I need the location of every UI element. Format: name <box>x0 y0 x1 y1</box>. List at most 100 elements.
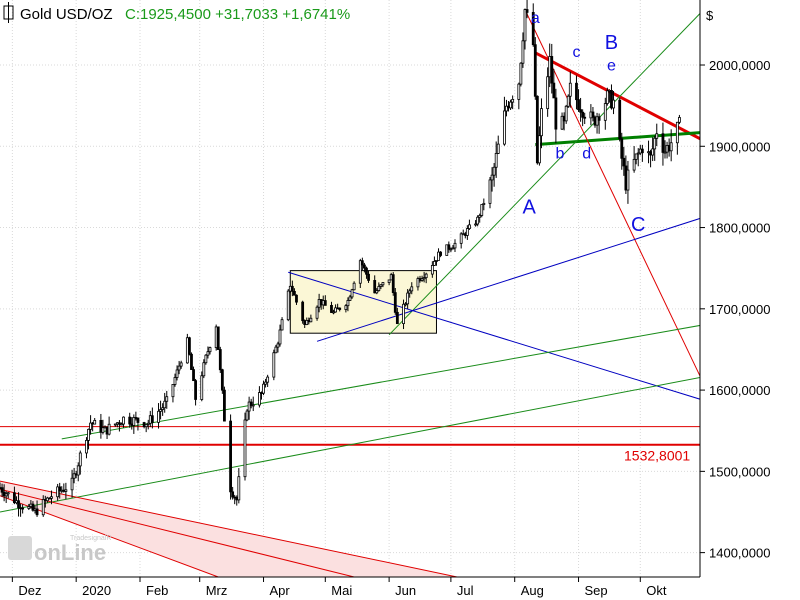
candle <box>93 417 97 425</box>
candle <box>21 504 25 514</box>
candle <box>622 146 626 176</box>
candle <box>223 386 226 422</box>
candle <box>566 94 570 108</box>
candle <box>190 352 193 370</box>
candle <box>546 67 550 117</box>
candle <box>150 407 154 429</box>
trendline-blue-rising <box>316 217 700 342</box>
candle <box>70 469 74 498</box>
candle <box>391 272 395 296</box>
candle <box>274 344 278 354</box>
x-tick-label: Feb <box>146 583 168 598</box>
candle <box>350 288 354 299</box>
candle <box>451 245 455 250</box>
candle <box>280 317 284 331</box>
candle <box>626 160 630 204</box>
candle <box>17 492 20 517</box>
candle <box>237 468 241 504</box>
candle <box>113 423 117 427</box>
candle <box>430 261 434 278</box>
candle <box>525 0 529 19</box>
candle <box>373 275 377 294</box>
candle <box>478 213 482 223</box>
trendline-resistance <box>534 51 700 141</box>
candle <box>0 483 4 497</box>
candle <box>365 266 368 279</box>
candle <box>675 121 679 155</box>
candle <box>575 75 578 110</box>
wave-label: d <box>582 145 591 162</box>
trendline-red-channel-lower <box>0 488 355 577</box>
candle <box>301 300 305 324</box>
candle <box>50 490 53 505</box>
candle <box>480 204 484 218</box>
candle <box>496 135 500 155</box>
candle <box>511 95 515 110</box>
candle <box>146 419 150 430</box>
candle <box>192 366 195 382</box>
candle <box>101 419 105 435</box>
candle <box>661 122 665 166</box>
candle <box>387 279 391 286</box>
candle <box>634 153 638 165</box>
trendline-fan-red <box>524 9 700 378</box>
candle <box>521 32 525 68</box>
candle <box>200 371 204 402</box>
candle <box>72 467 76 484</box>
candle <box>655 123 659 146</box>
candle <box>612 90 615 115</box>
candle <box>229 414 232 500</box>
candle <box>503 96 506 146</box>
candle <box>348 294 352 301</box>
candle <box>663 140 667 159</box>
candle <box>220 368 224 394</box>
quote-text: C:1925,4500 +31,7033 +1,6741% <box>125 6 350 23</box>
candle <box>597 113 601 134</box>
candle <box>264 378 267 388</box>
candle <box>381 282 385 288</box>
trendline-green-long-2 <box>0 376 700 513</box>
candle <box>4 491 8 503</box>
candle <box>445 244 449 256</box>
candle <box>653 135 657 161</box>
candle <box>379 284 383 290</box>
candle <box>669 129 673 162</box>
wave-label: a <box>531 10 540 27</box>
candle <box>459 232 463 249</box>
candle <box>474 220 477 227</box>
candle <box>344 304 348 313</box>
x-tick-label: Dez <box>18 583 41 598</box>
candle <box>406 289 410 309</box>
candle <box>13 486 16 505</box>
x-tick-label: Okt <box>646 583 667 598</box>
x-tick-label: Apr <box>270 583 291 598</box>
wave-labels: a Bc e b d A C <box>522 10 645 236</box>
x-axis-ticks: Dez 2020 Feb Mrz Apr Mai Jun Jul Aug Sep Okt <box>11 577 667 598</box>
y-tick-label: 1400,0000 <box>709 546 770 561</box>
candle <box>266 374 270 387</box>
candle <box>31 501 35 512</box>
trendline-uptrend <box>388 12 700 336</box>
x-tick-label: 2020 <box>82 583 111 598</box>
candle <box>533 37 537 100</box>
candle <box>41 495 45 517</box>
y-tick-label: 1900,0000 <box>709 139 770 154</box>
watermark-logo-block <box>8 536 32 560</box>
currency-label: $ <box>706 8 714 23</box>
candle <box>404 302 407 307</box>
x-tick-label: Jun <box>395 583 416 598</box>
candle <box>179 360 183 369</box>
candle <box>560 112 564 130</box>
candle <box>272 349 276 381</box>
candle <box>424 272 428 284</box>
wave-label: b <box>556 145 565 162</box>
candle <box>118 420 121 432</box>
candle <box>293 288 296 296</box>
wave-label: A <box>522 197 536 219</box>
candle <box>540 98 543 149</box>
candle <box>519 62 523 87</box>
candle <box>107 416 111 436</box>
candle <box>439 251 442 258</box>
candle <box>535 95 539 165</box>
